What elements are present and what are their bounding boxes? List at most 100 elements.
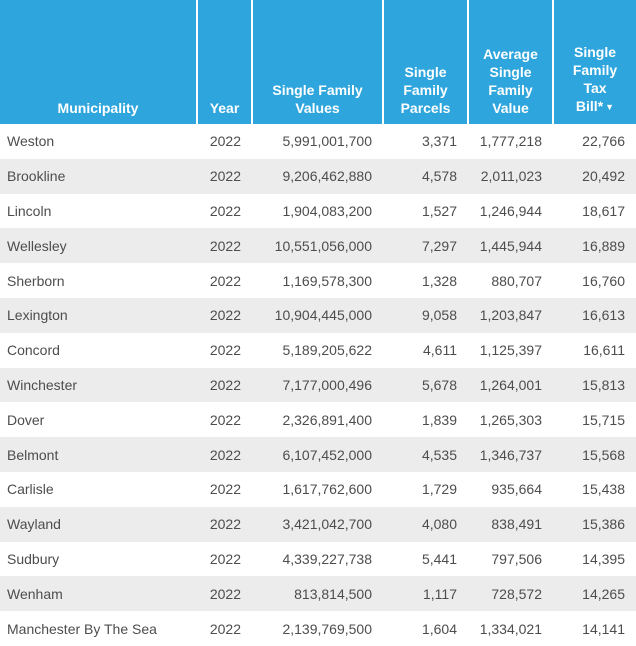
header-label: Single Family Values: [272, 82, 363, 116]
cell-year: 2022: [209, 376, 241, 393]
column-header-year[interactable]: Year: [196, 0, 252, 124]
cell-average-single-family-value: 797,506: [491, 550, 542, 567]
table-row: Lexington 2022 10,904,445,000 9,058 1,20…: [0, 297, 636, 333]
cell-year: 2022: [209, 411, 241, 428]
cell-single-family-values: 1,617,762,600: [282, 481, 372, 498]
cell-single-family-parcels: 5,678: [421, 376, 457, 393]
cell-year: 2022: [209, 133, 241, 150]
cell-single-family-parcels: 1,117: [423, 585, 457, 602]
cell-average-single-family-value: 1,264,001: [479, 376, 542, 393]
cell-average-single-family-value: 1,265,303: [479, 411, 542, 428]
cell-single-family-parcels: 3,371: [421, 133, 457, 150]
cell-municipality: Wenham: [7, 585, 63, 602]
sort-descending-icon[interactable]: ▼: [605, 102, 615, 112]
cell-single-family-values: 5,189,205,622: [282, 342, 372, 359]
column-header-single-family-values[interactable]: Single Family Values: [251, 0, 383, 124]
table-header: Municipality Year Single Family Values S…: [0, 0, 636, 124]
cell-single-family-values: 4,339,227,738: [282, 550, 372, 567]
cell-single-family-tax-bill: 16,889: [582, 237, 625, 254]
cell-single-family-tax-bill: 16,611: [583, 342, 625, 359]
cell-single-family-parcels: 1,729: [421, 481, 457, 498]
cell-year: 2022: [209, 272, 241, 289]
cell-year: 2022: [209, 585, 241, 602]
cell-average-single-family-value: 1,346,737: [479, 446, 542, 463]
cell-single-family-values: 1,169,578,300: [282, 272, 372, 289]
cell-single-family-values: 7,177,000,496: [282, 376, 372, 393]
cell-municipality: Manchester By The Sea: [7, 620, 157, 637]
header-label: Single Family Parcels: [400, 64, 451, 116]
cell-single-family-tax-bill: 16,613: [582, 307, 625, 324]
cell-average-single-family-value: 2,011,023: [480, 168, 542, 185]
cell-municipality: Lexington: [7, 307, 68, 324]
cell-municipality: Brookline: [7, 168, 66, 185]
cell-municipality: Belmont: [7, 446, 59, 463]
cell-municipality: Carlisle: [7, 481, 54, 498]
header-label: Municipality: [57, 100, 139, 116]
cell-single-family-parcels: 4,578: [421, 168, 457, 185]
table-row: Belmont 2022 6,107,452,000 4,535 1,346,7…: [0, 437, 636, 472]
cell-single-family-parcels: 9,058: [421, 307, 457, 324]
cell-average-single-family-value: 1,334,021: [479, 620, 542, 637]
cell-single-family-parcels: 4,080: [421, 516, 457, 533]
column-header-single-family-tax-bill[interactable]: Single Family Tax Bill* ▼: [552, 0, 636, 124]
cell-average-single-family-value: 838,491: [491, 516, 542, 533]
cell-year: 2022: [209, 168, 241, 185]
cell-year: 2022: [209, 550, 241, 567]
cell-year: 2022: [209, 446, 241, 463]
cell-municipality: Sudbury: [7, 550, 60, 567]
table-row: Wenham 2022 813,814,500 1,117 728,572 14…: [0, 576, 636, 612]
cell-single-family-values: 2,139,769,500: [282, 620, 372, 637]
cell-year: 2022: [209, 481, 241, 498]
cell-average-single-family-value: 1,445,944: [479, 237, 542, 254]
table-row: Weston 2022 5,991,001,700 3,371 1,777,21…: [0, 124, 636, 159]
cell-single-family-tax-bill: 14,395: [582, 550, 625, 567]
table-row: Winchester 2022 7,177,000,496 5,678 1,26…: [0, 367, 636, 403]
cell-single-family-tax-bill: 15,715: [582, 411, 625, 428]
cell-municipality: Sherborn: [7, 272, 65, 289]
cell-average-single-family-value: 1,203,847: [479, 307, 542, 324]
cell-single-family-parcels: 1,839: [421, 411, 457, 428]
cell-single-family-parcels: 4,611: [423, 342, 457, 359]
cell-single-family-values: 10,551,056,000: [274, 237, 372, 254]
cell-year: 2022: [209, 620, 241, 637]
cell-single-family-values: 10,904,445,000: [274, 307, 372, 324]
cell-single-family-parcels: 1,328: [421, 272, 457, 289]
table-row: Lincoln 2022 1,904,083,200 1,527 1,246,9…: [0, 193, 636, 229]
cell-single-family-tax-bill: 15,568: [582, 446, 625, 463]
column-header-average-single-family-value[interactable]: Average Single Family Value: [467, 0, 553, 124]
table-body: Weston 2022 5,991,001,700 3,371 1,777,21…: [0, 124, 636, 646]
cell-single-family-values: 813,814,500: [294, 585, 372, 602]
cell-single-family-values: 3,421,042,700: [282, 516, 372, 533]
table-row: Carlisle 2022 1,617,762,600 1,729 935,66…: [0, 471, 636, 507]
cell-single-family-values: 6,107,452,000: [282, 446, 372, 463]
cell-municipality: Winchester: [7, 376, 78, 393]
table-row: Dover 2022 2,326,891,400 1,839 1,265,303…: [0, 402, 636, 438]
cell-year: 2022: [209, 516, 241, 533]
cell-single-family-tax-bill: 16,760: [582, 272, 625, 289]
cell-single-family-values: 2,326,891,400: [282, 411, 372, 428]
cell-single-family-tax-bill: 18,617: [582, 202, 625, 219]
table-row: Wellesley 2022 10,551,056,000 7,297 1,44…: [0, 228, 636, 264]
table-row: Brookline 2022 9,206,462,880 4,578 2,011…: [0, 158, 636, 194]
table-row: Concord 2022 5,189,205,622 4,611 1,125,3…: [0, 332, 636, 368]
cell-single-family-tax-bill: 14,141: [582, 620, 625, 637]
cell-municipality: Wayland: [7, 516, 61, 533]
table-row: Sherborn 2022 1,169,578,300 1,328 880,70…: [0, 263, 636, 298]
cell-year: 2022: [209, 307, 241, 324]
cell-single-family-tax-bill: 22,766: [582, 133, 625, 150]
cell-year: 2022: [209, 237, 241, 254]
cell-municipality: Concord: [7, 342, 60, 359]
cell-municipality: Lincoln: [7, 202, 52, 219]
cell-single-family-tax-bill: 15,386: [582, 516, 625, 533]
cell-single-family-tax-bill: 14,265: [582, 585, 625, 602]
cell-average-single-family-value: 1,246,944: [479, 202, 542, 219]
column-header-municipality[interactable]: Municipality: [0, 0, 197, 124]
cell-average-single-family-value: 728,572: [491, 585, 542, 602]
cell-average-single-family-value: 1,125,397: [479, 342, 542, 359]
cell-year: 2022: [209, 342, 241, 359]
column-header-single-family-parcels[interactable]: Single Family Parcels: [382, 0, 468, 124]
cell-average-single-family-value: 880,707: [491, 272, 542, 289]
cell-single-family-parcels: 1,527: [421, 202, 457, 219]
cell-single-family-parcels: 5,441: [421, 550, 457, 567]
